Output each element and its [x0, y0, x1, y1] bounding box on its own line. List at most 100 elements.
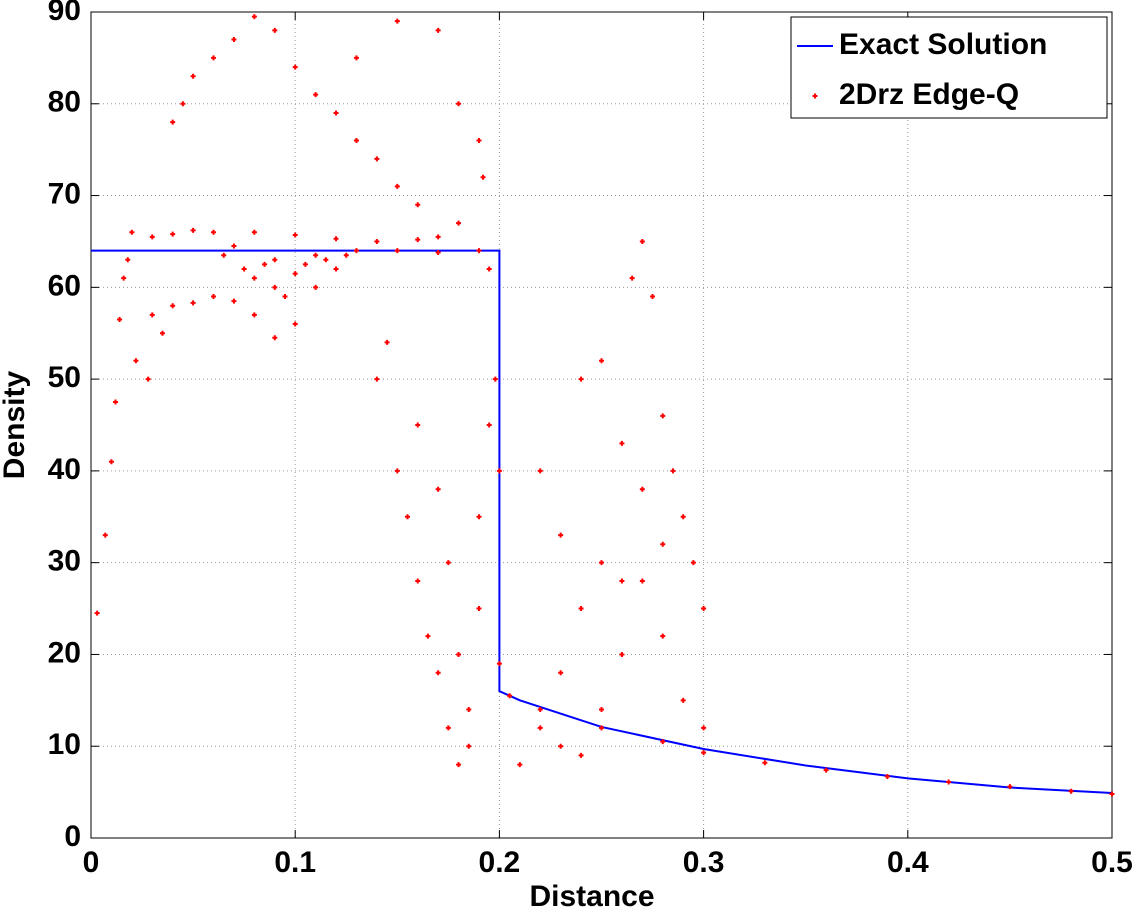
legend-box	[790, 16, 1108, 119]
point	[374, 376, 380, 382]
point	[1109, 791, 1115, 797]
point	[629, 275, 635, 281]
point	[129, 229, 135, 235]
point	[405, 514, 411, 520]
x-tick-label: 0	[83, 846, 100, 879]
y-tick-label: 20	[48, 636, 81, 669]
point	[558, 532, 564, 538]
point	[190, 73, 196, 79]
point	[292, 271, 298, 277]
point	[496, 661, 502, 667]
point	[211, 55, 217, 61]
point	[639, 578, 645, 584]
point	[762, 760, 768, 766]
x-tick-label: 0.5	[1091, 846, 1133, 879]
y-tick-label: 90	[48, 0, 81, 27]
point	[313, 92, 319, 98]
point	[517, 762, 523, 768]
point	[1068, 788, 1074, 794]
point	[578, 752, 584, 758]
point	[313, 252, 319, 258]
point	[343, 252, 349, 258]
point	[262, 261, 268, 267]
point	[394, 18, 400, 24]
point	[292, 232, 298, 238]
point	[170, 119, 176, 125]
point	[353, 55, 359, 61]
point	[108, 459, 114, 465]
point	[456, 220, 462, 226]
x-tick-label: 0.3	[683, 846, 725, 879]
point	[231, 37, 237, 43]
point	[476, 137, 482, 143]
point	[435, 486, 441, 492]
point	[701, 606, 707, 612]
point	[394, 468, 400, 474]
y-tick-label: 70	[48, 177, 81, 210]
y-tick-label: 10	[48, 728, 81, 761]
point	[292, 321, 298, 327]
point	[650, 294, 656, 300]
point	[670, 468, 676, 474]
point	[333, 110, 339, 116]
point	[435, 27, 441, 33]
point	[190, 300, 196, 306]
point	[486, 266, 492, 272]
point	[599, 358, 604, 364]
point	[599, 725, 604, 731]
point	[537, 707, 543, 713]
y-tick-label: 0	[64, 820, 81, 853]
point	[231, 243, 237, 249]
point	[251, 14, 257, 20]
point	[170, 231, 176, 237]
point	[221, 252, 227, 258]
x-tick-label: 0.4	[887, 846, 929, 879]
point	[456, 101, 462, 107]
point	[211, 229, 217, 235]
point	[125, 257, 131, 263]
point	[323, 257, 329, 263]
point	[149, 234, 155, 240]
plot-frame	[90, 11, 1113, 839]
point	[211, 294, 217, 300]
point	[251, 229, 257, 235]
y-tick-label: 30	[48, 545, 81, 578]
y-tick-label: 40	[48, 453, 81, 486]
point	[133, 358, 139, 364]
point	[435, 670, 441, 676]
point	[435, 249, 441, 255]
point	[456, 762, 462, 768]
point	[823, 767, 829, 773]
point	[680, 697, 686, 703]
point	[639, 486, 645, 492]
point	[149, 312, 155, 318]
point	[145, 376, 151, 382]
point	[476, 606, 482, 612]
point	[425, 633, 431, 639]
point	[121, 275, 127, 281]
point	[701, 725, 707, 731]
point	[507, 693, 513, 699]
point	[435, 234, 441, 240]
point	[117, 316, 123, 322]
point	[476, 248, 482, 254]
point	[660, 633, 666, 639]
point	[619, 651, 625, 657]
point	[456, 651, 462, 657]
point	[537, 468, 543, 474]
point	[272, 284, 278, 290]
point	[374, 156, 380, 162]
point	[180, 101, 186, 107]
point	[558, 670, 564, 676]
point	[94, 610, 100, 616]
point	[170, 303, 176, 309]
point	[578, 606, 584, 612]
point	[353, 137, 359, 143]
legend-label: Exact Solution	[839, 28, 1047, 61]
point	[619, 578, 625, 584]
point	[445, 725, 451, 731]
point	[251, 312, 257, 318]
y-tick-label: 50	[48, 361, 81, 394]
